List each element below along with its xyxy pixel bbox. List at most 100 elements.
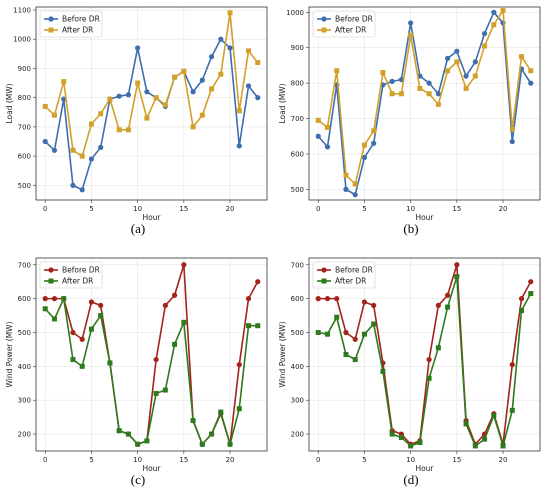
data-point-before-dr [334, 296, 340, 302]
data-point-after-dr [528, 68, 534, 74]
x-tick-label: 0 [316, 205, 320, 213]
data-point-before-dr [245, 83, 252, 89]
data-point-after-dr [491, 22, 497, 28]
data-point-after-dr [324, 331, 330, 337]
x-tick-label: 20 [226, 205, 235, 213]
data-point-before-dr [61, 96, 67, 102]
data-point-after-dr [408, 32, 414, 38]
data-point-after-dr [70, 147, 76, 153]
chart-d: 200 300 400 500 600 700 0 5 10 15 20 Hour Wind Power… [278, 257, 541, 473]
data-point-after-dr [153, 95, 159, 101]
data-point-after-dr [334, 314, 340, 320]
plot-frame [308, 6, 541, 201]
y-tick-label: 900 [291, 44, 304, 52]
data-point-before-dr [236, 362, 242, 368]
data-point-after-dr [343, 352, 349, 357]
data-point-before-dr [454, 48, 460, 54]
data-point-after-dr [334, 68, 340, 74]
data-point-before-dr [88, 299, 95, 305]
data-point-after-dr [472, 73, 478, 79]
data-point-before-dr [343, 186, 349, 192]
x-tick-label: 15 [452, 456, 461, 464]
y-axis-label: Wind Power (MW) [278, 321, 287, 387]
data-point-before-dr [371, 302, 377, 309]
y-axis-label: Load (MW) [278, 83, 287, 123]
legend-marker [321, 267, 327, 273]
data-point-after-dr [190, 418, 196, 424]
data-point-after-dr [389, 91, 395, 97]
data-point-after-dr [454, 59, 460, 65]
data-point-before-dr [518, 296, 525, 302]
x-tick-label: 20 [226, 456, 235, 464]
chart-b: 500 600 700 800 900 1000 0 5 10 15 20 Hour Load (MW)… [278, 6, 541, 222]
data-point-before-dr [42, 138, 48, 145]
data-point-after-dr [209, 86, 215, 92]
y-tick-label: 600 [291, 295, 304, 303]
data-point-after-dr [417, 440, 423, 446]
data-point-after-dr [246, 323, 252, 329]
data-point-after-dr [51, 316, 57, 322]
data-point-after-dr [218, 71, 224, 77]
x-tick-label: 5 [362, 456, 366, 464]
data-point-before-dr [70, 329, 76, 336]
y-tick-label: 1100 [13, 6, 31, 14]
data-point-before-dr [426, 356, 432, 363]
data-point-after-dr [79, 153, 85, 159]
y-tick-label: 500 [18, 329, 31, 337]
y-tick-label: 300 [291, 397, 304, 405]
caption-a: (a) [131, 221, 145, 236]
x-tick-label: 0 [316, 456, 320, 464]
x-tick-label: 10 [406, 205, 415, 213]
y-axis-label: Wind Power (MW) [5, 321, 14, 387]
data-point-after-dr [426, 375, 432, 381]
data-point-after-dr [61, 79, 67, 85]
data-point-after-dr [408, 443, 414, 449]
data-point-before-dr [153, 356, 159, 363]
data-point-after-dr [116, 428, 122, 434]
data-point-after-dr [398, 434, 404, 440]
data-point-after-dr [162, 387, 168, 393]
x-axis-label: Hour [415, 464, 434, 473]
x-tick-label: 15 [179, 205, 188, 213]
y-tick-label: 800 [18, 94, 31, 102]
data-point-after-dr [435, 345, 441, 351]
data-point-before-dr [463, 73, 469, 79]
plot-frame [308, 257, 541, 452]
data-point-after-dr [528, 291, 534, 297]
data-point-before-dr [491, 9, 497, 15]
data-point-before-dr [352, 192, 358, 198]
legend-marker [48, 16, 54, 22]
data-point-before-dr [445, 55, 451, 61]
x-tick-label: 20 [499, 456, 508, 464]
data-point-after-dr [315, 329, 321, 335]
data-point-before-dr [70, 182, 76, 188]
data-point-after-dr [352, 357, 358, 363]
legend: Before DR After DR [312, 10, 376, 38]
data-point-before-dr [245, 296, 252, 302]
data-point-after-dr [236, 108, 242, 114]
y-tick-label: 700 [291, 261, 304, 269]
y-tick-label: 500 [291, 186, 304, 194]
data-point-before-dr [51, 147, 58, 153]
data-point-after-dr [389, 431, 395, 437]
data-point-after-dr [463, 421, 469, 427]
data-point-before-dr [352, 336, 358, 342]
data-point-before-dr [408, 20, 414, 26]
data-point-after-dr [227, 10, 233, 16]
data-point-before-dr [361, 154, 368, 161]
data-point-before-dr [324, 144, 331, 150]
legend-label: Before DR [335, 266, 373, 275]
legend-marker [48, 267, 54, 273]
legend-marker [321, 16, 327, 22]
data-point-after-dr [482, 436, 488, 442]
y-tick-label: 800 [291, 80, 304, 88]
y-axis-label: Load (MW) [5, 83, 14, 123]
data-point-before-dr [361, 299, 368, 305]
data-point-after-dr [472, 443, 478, 449]
legend-label: Before DR [62, 266, 100, 275]
y-tick-label: 700 [291, 115, 304, 123]
data-point-after-dr [380, 368, 386, 374]
data-point-after-dr [519, 54, 525, 60]
x-tick-label: 10 [406, 456, 415, 464]
data-point-before-dr [435, 91, 441, 97]
